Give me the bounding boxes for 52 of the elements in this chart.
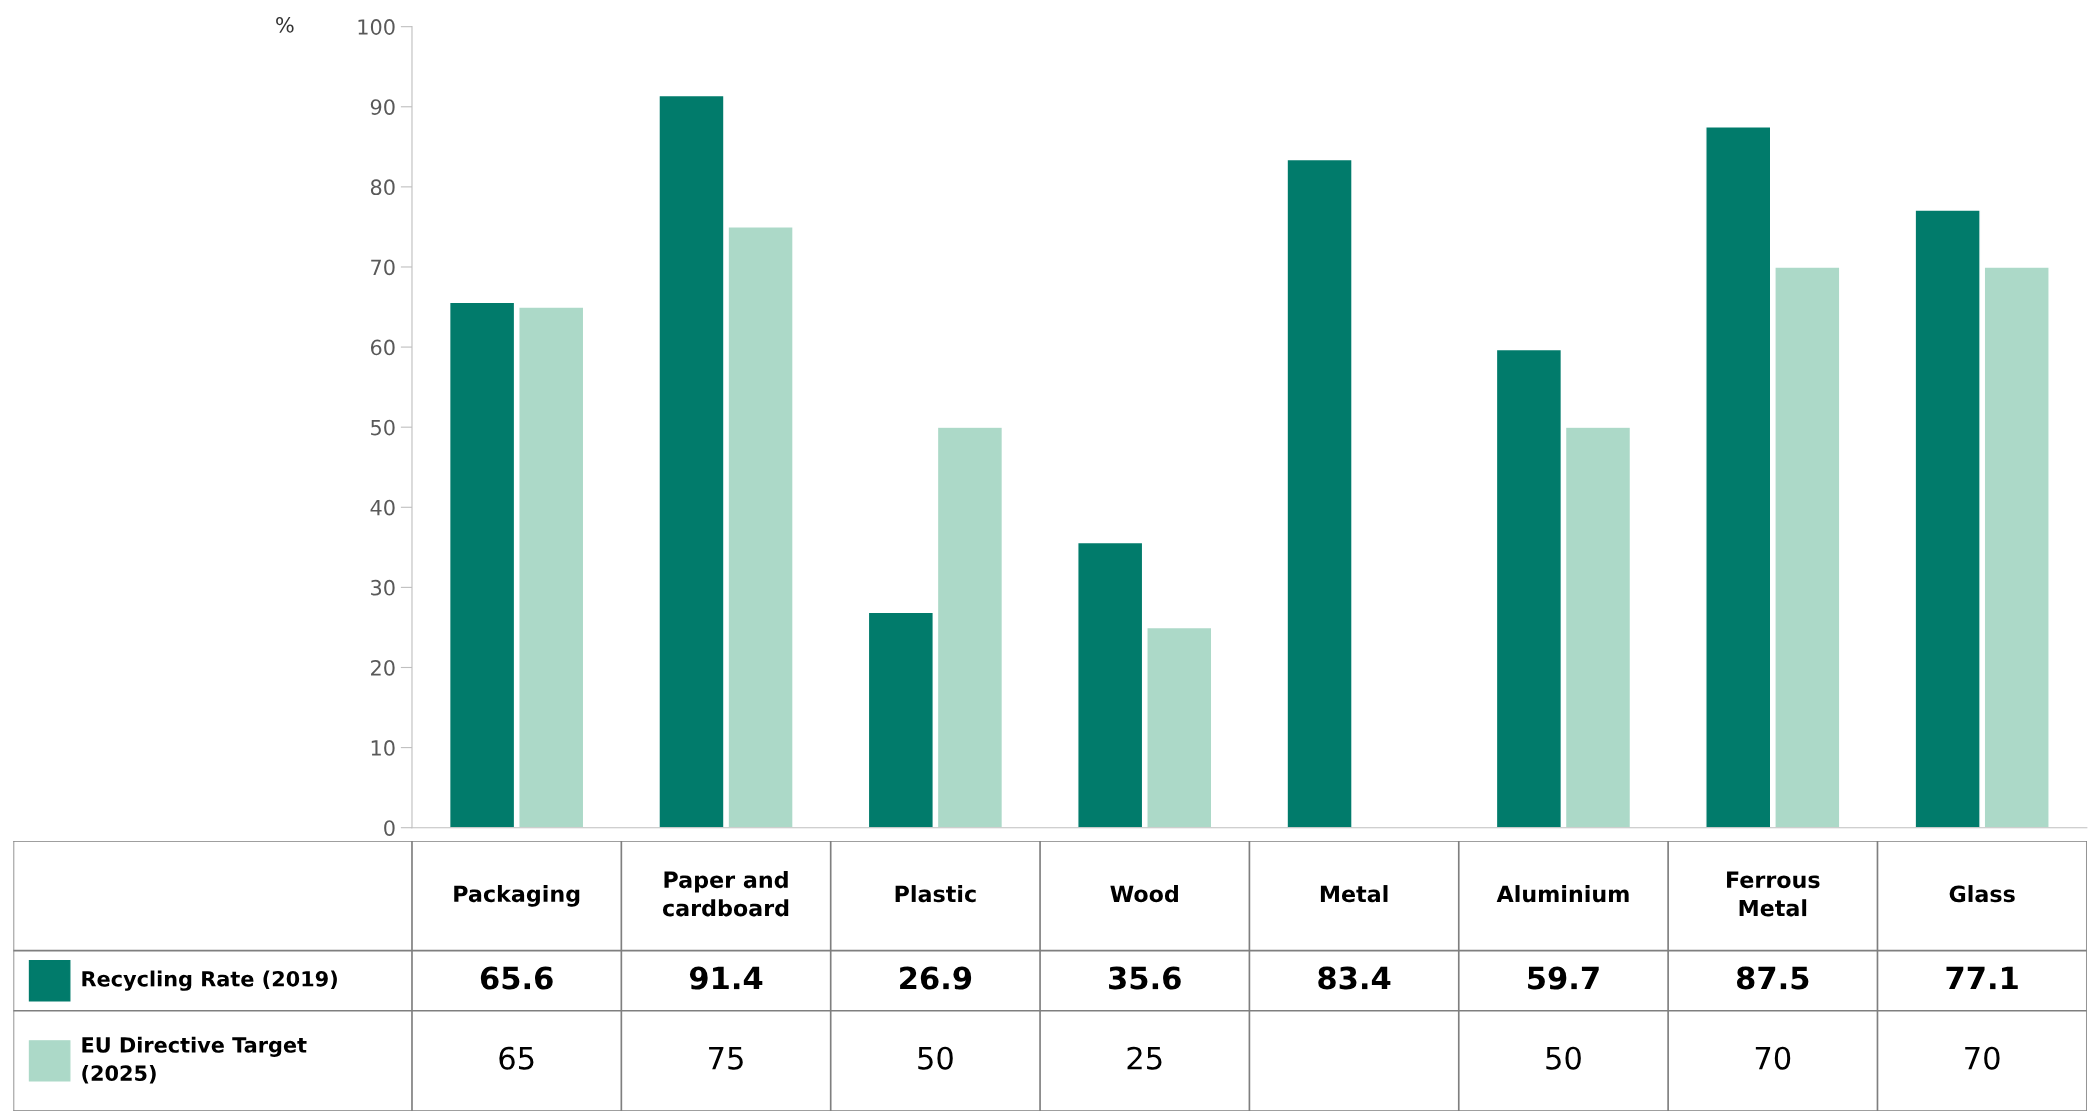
data-label: 26.9 <box>900 966 972 990</box>
bar <box>936 426 1004 828</box>
data-label: 83.4 <box>1318 966 1391 990</box>
y-tick-label: 100 <box>358 19 395 35</box>
x-tick-label: Aluminium <box>1496 885 1629 903</box>
data-label: 65 <box>499 1046 534 1070</box>
bar <box>1495 348 1563 828</box>
data-label: 59.7 <box>1528 966 1599 990</box>
bar <box>1146 626 1213 828</box>
y-tick-label: 70 <box>371 259 395 276</box>
x-tick-label: Metal <box>1320 885 1388 903</box>
bar <box>1914 209 1981 828</box>
bar <box>1983 266 2050 828</box>
y-tick-label: 50 <box>371 419 395 436</box>
data-label: 25 <box>1127 1046 1162 1070</box>
y-tick-label: 60 <box>370 339 395 356</box>
x-tick-label: Packaging <box>454 884 580 907</box>
bar <box>727 226 794 828</box>
data-label: 91.4 <box>689 966 763 990</box>
bar <box>867 611 934 828</box>
x-tick-label: Plastic <box>895 885 976 903</box>
legend-label: Recycling Rate (2019) <box>82 970 337 991</box>
data-label: 65.6 <box>480 966 553 990</box>
bar <box>448 301 516 828</box>
bar <box>1705 126 1772 828</box>
data-label: 77.1 <box>1946 966 2018 990</box>
bar <box>1564 426 1632 828</box>
legend-label: EU Directive Target (2025) <box>82 1036 307 1084</box>
data-label: 70 <box>1965 1046 2000 1070</box>
x-tick-label: Wood <box>1110 885 1178 903</box>
y-tick-label: 90 <box>370 99 395 115</box>
data-label: 87.5 <box>1736 966 1809 990</box>
data-label: 70 <box>1755 1046 1791 1070</box>
y-tick-label: 10 <box>371 740 395 756</box>
y-axis-title: % <box>276 16 294 33</box>
x-tick-label: Ferrous Metal <box>1727 871 1820 917</box>
data-label: 50 <box>1546 1046 1581 1070</box>
y-tick-label: 80 <box>370 179 395 196</box>
x-tick-label: Glass <box>1949 885 2015 903</box>
bar <box>1774 266 1841 828</box>
x-tick-label: Paper and cardboard <box>662 870 789 917</box>
y-tick-label: 0 <box>384 820 395 836</box>
bar <box>1286 158 1353 828</box>
y-tick-label: 30 <box>371 579 395 596</box>
y-tick-label: 20 <box>371 659 395 676</box>
data-label: 50 <box>918 1046 953 1070</box>
data-label: 35.6 <box>1109 966 1181 990</box>
data-label: 75 <box>709 1047 743 1070</box>
bar <box>1077 541 1144 828</box>
bar <box>518 306 585 828</box>
bar <box>658 94 725 828</box>
y-tick-label: 40 <box>370 499 395 516</box>
